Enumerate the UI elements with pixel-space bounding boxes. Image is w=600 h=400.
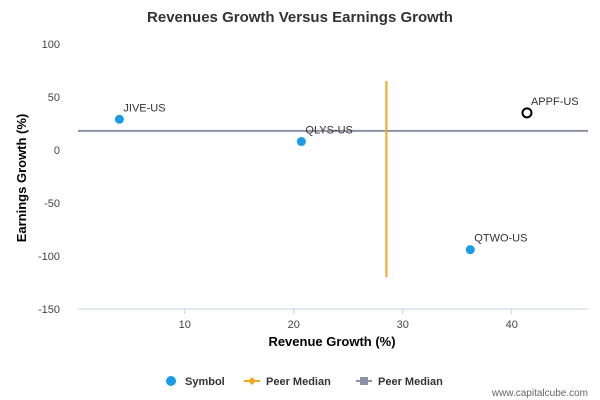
data-point-label: QTWO-US	[474, 233, 527, 245]
peer-median-lines	[78, 81, 588, 278]
chart-title: Revenues Growth Versus Earnings Growth	[147, 9, 453, 26]
data-point-label: APPF-US	[531, 96, 579, 108]
legend: Symbol Peer Median Peer Median	[166, 376, 443, 388]
y-axis-label: Earnings Growth (%)	[14, 114, 29, 243]
x-axis-ticks: 10 20 30 40	[179, 309, 518, 331]
x-tick-label: 30	[397, 319, 409, 331]
y-tick-label: -150	[38, 304, 60, 316]
legend-square-marker	[360, 377, 368, 385]
x-tick-label: 10	[179, 319, 191, 331]
data-points: JIVE-US QLYS-US QTWO-US APPF-US	[114, 96, 579, 255]
legend-symbol-marker	[166, 376, 176, 386]
data-point-marker	[465, 245, 475, 255]
x-tick-label: 40	[506, 319, 518, 331]
data-point-marker	[521, 107, 533, 119]
legend-label: Peer Median	[378, 376, 443, 388]
data-point-label: JIVE-US	[123, 102, 165, 114]
y-tick-label: 0	[54, 145, 60, 157]
y-tick-label: 100	[42, 39, 60, 51]
legend-label: Peer Median	[266, 376, 331, 388]
y-tick-label: 50	[48, 92, 60, 104]
data-point-marker	[296, 137, 306, 147]
legend-label: Symbol	[185, 376, 225, 388]
y-tick-label: -50	[44, 198, 60, 210]
y-tick-label: -100	[38, 251, 60, 263]
y-axis-ticks: 100 50 0 -50 -100 -150	[38, 39, 60, 316]
x-axis-label: Revenue Growth (%)	[268, 334, 395, 349]
legend-diamond-marker	[248, 377, 256, 385]
x-tick-label: 20	[288, 319, 300, 331]
data-point-label: QLYS-US	[305, 125, 352, 137]
watermark: www.capitalcube.com	[491, 388, 588, 399]
data-point-marker	[114, 114, 124, 124]
